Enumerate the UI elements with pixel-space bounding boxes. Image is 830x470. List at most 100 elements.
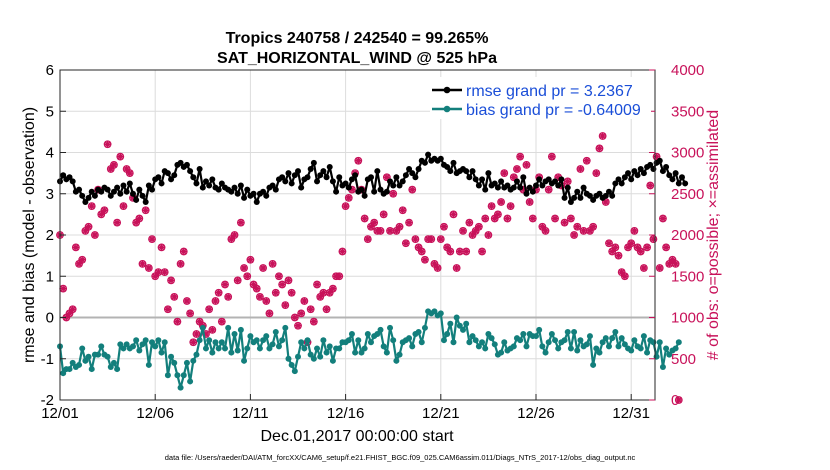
right-y-ticks: 0 500 1000 1500 2000 2500 3000 3500 4000	[649, 62, 704, 409]
rmse-point	[444, 163, 451, 170]
obs-assimilated-marker	[510, 173, 518, 181]
rmse-point	[291, 172, 298, 179]
bias-point	[177, 384, 184, 391]
rmse-point	[282, 178, 289, 185]
rmse-point	[117, 190, 124, 197]
obs-assimilated-marker	[221, 280, 229, 289]
bias-point	[456, 322, 463, 329]
left-y-tick-label: 5	[46, 103, 54, 120]
obs-assimilated-marker	[205, 305, 213, 313]
legend-bias-marker	[443, 105, 451, 113]
rmse-point	[463, 168, 470, 175]
obs-assimilated-marker	[630, 227, 638, 235]
obs-assimilated-marker	[180, 247, 188, 256]
obs-assimilated-marker	[69, 305, 77, 313]
rmse-point	[571, 194, 578, 201]
rmse-point	[183, 161, 190, 168]
bias-point	[361, 345, 368, 352]
rmse-point	[390, 182, 397, 189]
rmse-point	[494, 184, 501, 191]
bias-point	[301, 345, 308, 352]
rmse-point	[155, 174, 162, 181]
obs-assimilated-marker	[81, 227, 89, 235]
bias-point	[577, 337, 584, 344]
rmse-point	[647, 161, 654, 168]
obs-assimilated-marker	[459, 227, 467, 235]
rmse-point	[517, 184, 524, 191]
obs-assimilated-marker	[240, 264, 248, 272]
rmse-point	[263, 192, 270, 199]
bias-point	[215, 345, 222, 352]
rmse-point	[561, 194, 568, 201]
bias-point	[66, 366, 73, 373]
rmse-point	[574, 188, 581, 195]
bias-point	[120, 345, 127, 352]
obs-assimilated-marker	[151, 272, 159, 280]
bias-point	[640, 333, 647, 340]
obs-assimilated-marker	[541, 227, 550, 235]
rmse-point	[196, 166, 203, 172]
bias-point	[498, 349, 505, 356]
bias-point	[260, 337, 267, 344]
rmse-point	[396, 182, 403, 189]
rmse-point	[295, 168, 301, 175]
bias-point	[209, 349, 216, 356]
obs-assimilated-marker	[262, 297, 270, 305]
bias-point	[345, 337, 352, 344]
rmse-point	[663, 163, 670, 170]
obs-assimilated-marker	[475, 223, 483, 231]
bias-point	[605, 343, 612, 350]
bias-point	[282, 324, 289, 331]
obs-assimilated-marker	[123, 165, 131, 173]
obs-assimilated-marker	[554, 173, 562, 181]
obs-assimilated-marker	[227, 235, 235, 243]
obs-assimilated-marker	[599, 132, 607, 140]
obs-assimilated-marker	[62, 313, 70, 322]
rmse-point	[498, 178, 505, 185]
rmse-point	[625, 170, 632, 177]
obs-assimilated-marker	[269, 260, 277, 268]
rmse-point	[406, 166, 413, 172]
obs-assimilated-marker	[338, 247, 347, 256]
rmse-point	[485, 170, 492, 177]
rmse-point	[333, 188, 340, 195]
obs-assimilated-marker	[468, 231, 477, 239]
bias-point	[228, 349, 235, 356]
obs-assimilated-marker	[104, 140, 112, 148]
bias-point	[431, 308, 438, 315]
rmse-point	[136, 186, 143, 193]
rmse-point	[323, 174, 330, 181]
obs-assimilated-marker	[148, 235, 156, 243]
rmse-point	[190, 174, 197, 181]
obs-assimilated-marker	[656, 264, 664, 272]
x-tick-label: 12/21	[422, 405, 460, 422]
obs-assimilated-marker	[154, 268, 162, 276]
rmse-point	[450, 159, 457, 166]
bias-point	[520, 331, 527, 337]
bias-point	[469, 333, 476, 340]
obs-assimilated-marker	[348, 186, 356, 194]
rmse-point	[129, 190, 136, 197]
rmse-point	[91, 192, 98, 199]
bias-point	[364, 331, 371, 337]
obs-assimilated-marker	[367, 223, 375, 231]
bias-point	[69, 359, 76, 366]
obs-assimilated-marker	[672, 260, 680, 268]
bias-point	[142, 337, 149, 344]
rmse-point	[466, 174, 473, 181]
rmse-point	[409, 170, 416, 177]
bias-point	[149, 339, 156, 346]
obs-assimilated-marker	[176, 260, 185, 268]
bias-series	[57, 308, 682, 391]
bias-point	[272, 328, 279, 335]
bias-point	[199, 324, 206, 331]
rmse-point	[399, 178, 406, 185]
rmse-point	[177, 159, 184, 166]
obs-assimilated-marker	[421, 256, 429, 264]
x-tick-label: 12/31	[612, 405, 650, 422]
bias-point	[564, 328, 571, 335]
bias-point	[583, 341, 590, 348]
obs-assimilated-marker	[119, 202, 128, 210]
bias-point	[158, 349, 165, 356]
bias-point	[602, 335, 609, 342]
